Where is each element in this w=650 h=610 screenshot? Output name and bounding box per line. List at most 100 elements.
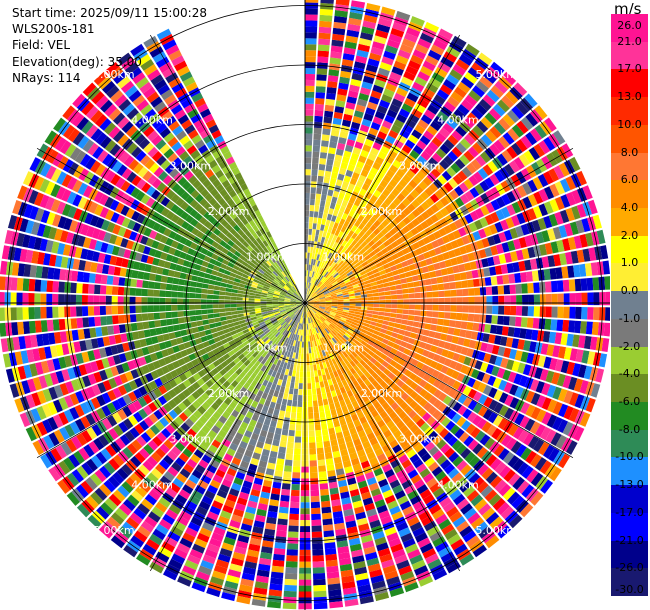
range-gate (505, 359, 515, 371)
range-gate (320, 489, 329, 496)
range-gate (515, 306, 523, 316)
range-gate (269, 376, 275, 383)
range-gate (167, 325, 175, 333)
range-gate (348, 209, 356, 217)
range-gate (320, 387, 326, 394)
range-gate (321, 506, 332, 514)
range-gate (517, 362, 526, 374)
range-gate (314, 109, 324, 117)
range-gate (482, 409, 493, 421)
range-gate (310, 489, 320, 497)
range-gate (324, 292, 331, 296)
range-gate (339, 338, 346, 345)
range-gate (381, 401, 390, 411)
range-gate (342, 460, 352, 468)
range-gate (382, 263, 390, 270)
range-gate (299, 305, 304, 311)
range-gate (356, 98, 368, 107)
range-gate (305, 139, 313, 146)
range-gate (401, 459, 412, 469)
range-gate (535, 231, 545, 244)
range-gate (88, 284, 95, 294)
range-gate (340, 360, 347, 367)
range-gate (505, 337, 514, 348)
range-gate (529, 128, 543, 142)
range-gate (511, 214, 521, 227)
range-gate (515, 171, 527, 184)
range-gate (296, 301, 303, 303)
range-gate (356, 264, 364, 271)
range-gate (216, 406, 225, 415)
range-gate (457, 81, 471, 94)
range-gate (308, 412, 314, 419)
range-gate (366, 508, 378, 518)
range-gate (457, 394, 468, 405)
range-gate (356, 474, 366, 483)
range-gate (310, 264, 313, 271)
range-gate (457, 337, 465, 346)
range-gate (223, 536, 236, 546)
range-gate (372, 292, 379, 297)
range-gate (290, 303, 297, 305)
range-gate (168, 558, 183, 570)
range-gate (389, 71, 402, 82)
range-gate (516, 480, 530, 494)
range-gate (331, 303, 338, 305)
range-gate (287, 311, 293, 316)
range-gate (237, 426, 246, 435)
range-gate (330, 439, 338, 447)
range-gate (441, 417, 451, 427)
range-gate (115, 256, 123, 267)
range-gate (357, 449, 366, 458)
range-gate (521, 484, 535, 498)
range-gate (313, 296, 319, 300)
range-gate (526, 352, 535, 365)
range-gate (493, 139, 506, 153)
range-gate (278, 305, 285, 308)
range-gate (286, 549, 298, 556)
range-gate (491, 345, 500, 355)
range-gate (530, 392, 541, 406)
range-gate (339, 557, 352, 566)
range-gate (432, 353, 441, 362)
range-gate (398, 220, 407, 229)
range-gate (305, 187, 311, 193)
range-gate (358, 201, 367, 210)
range-gate (333, 456, 342, 464)
range-gate (262, 336, 269, 343)
range-gate (417, 370, 426, 379)
range-gate (295, 370, 300, 378)
range-gate (400, 374, 409, 383)
range-gate (297, 329, 301, 336)
range-gate (163, 402, 173, 413)
range-gate (335, 276, 342, 281)
range-gate (289, 363, 294, 371)
range-gate (166, 347, 175, 356)
range-gate (231, 292, 238, 297)
range-gate (480, 192, 490, 204)
range-gate (317, 369, 322, 377)
range-gate (413, 353, 422, 361)
range-gate (108, 335, 116, 345)
range-gate (23, 364, 33, 379)
range-gate (377, 283, 384, 289)
range-gate (121, 362, 130, 373)
range-gate (451, 472, 464, 484)
range-gate (311, 284, 316, 290)
range-gate (254, 296, 261, 299)
range-gate (476, 371, 486, 382)
range-gate (268, 505, 279, 513)
range-gate (432, 487, 445, 498)
range-gate (234, 451, 244, 461)
range-gate (372, 311, 379, 315)
range-gate (420, 542, 434, 554)
range-gate (180, 329, 188, 337)
range-gate (467, 146, 479, 158)
range-gate (16, 307, 23, 320)
range-gate (328, 481, 338, 489)
range-gate (354, 235, 362, 242)
range-gate (507, 423, 519, 437)
range-gate (355, 337, 363, 343)
range-gate (174, 351, 183, 360)
range-gate (223, 328, 230, 334)
